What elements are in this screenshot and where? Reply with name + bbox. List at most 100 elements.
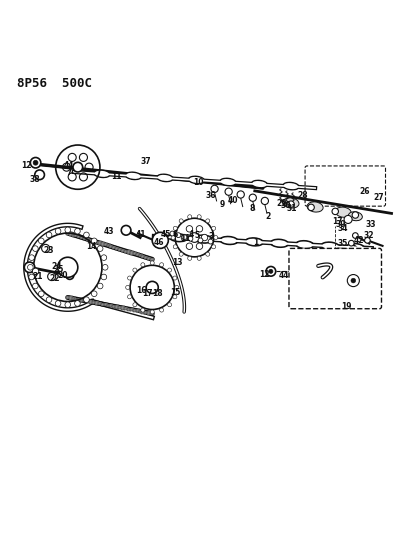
Text: 4: 4 <box>189 230 194 239</box>
Circle shape <box>332 208 339 215</box>
Circle shape <box>128 295 132 299</box>
Circle shape <box>146 281 158 294</box>
Bar <box>80 236 84 239</box>
Circle shape <box>84 232 89 238</box>
Bar <box>112 305 116 308</box>
Circle shape <box>65 227 70 233</box>
Circle shape <box>352 212 358 218</box>
Circle shape <box>141 263 145 266</box>
Text: 36: 36 <box>205 191 216 200</box>
Circle shape <box>160 308 164 312</box>
FancyBboxPatch shape <box>289 248 382 309</box>
Ellipse shape <box>271 239 288 247</box>
Circle shape <box>186 225 193 232</box>
Bar <box>121 306 125 310</box>
Bar <box>147 257 151 260</box>
Bar <box>66 231 70 235</box>
Circle shape <box>261 197 269 205</box>
Circle shape <box>176 233 181 238</box>
Bar <box>80 298 84 302</box>
Ellipse shape <box>348 212 362 221</box>
Text: 38: 38 <box>29 175 40 184</box>
Ellipse shape <box>222 238 236 243</box>
Circle shape <box>225 188 232 195</box>
Bar <box>77 298 81 301</box>
Bar <box>72 297 76 300</box>
Circle shape <box>206 252 210 256</box>
Bar <box>136 309 140 312</box>
Circle shape <box>188 236 193 241</box>
Circle shape <box>128 276 132 280</box>
Circle shape <box>97 283 103 289</box>
Ellipse shape <box>335 207 351 217</box>
Circle shape <box>308 204 314 211</box>
Circle shape <box>66 271 74 279</box>
Circle shape <box>186 243 193 249</box>
Text: 31: 31 <box>287 204 297 213</box>
Circle shape <box>133 268 137 272</box>
Circle shape <box>196 225 202 232</box>
Text: 8: 8 <box>249 204 255 213</box>
Circle shape <box>208 239 213 244</box>
Ellipse shape <box>346 244 364 252</box>
Circle shape <box>171 236 175 239</box>
Text: 44: 44 <box>279 271 289 280</box>
Ellipse shape <box>283 198 299 208</box>
Circle shape <box>190 233 199 243</box>
Text: 16: 16 <box>136 286 147 295</box>
Circle shape <box>150 261 154 265</box>
Bar <box>141 255 145 258</box>
Text: 40: 40 <box>228 196 238 205</box>
Text: 12: 12 <box>21 160 32 169</box>
Text: 3: 3 <box>209 232 214 241</box>
Ellipse shape <box>171 235 185 240</box>
Text: 12: 12 <box>260 270 270 279</box>
Ellipse shape <box>195 235 213 243</box>
Text: 8P56  500C: 8P56 500C <box>17 77 92 91</box>
Circle shape <box>24 262 35 272</box>
Bar <box>107 244 111 247</box>
Text: 28: 28 <box>297 191 307 200</box>
Text: 45: 45 <box>160 230 171 239</box>
Circle shape <box>197 215 201 219</box>
Bar <box>118 248 122 251</box>
Circle shape <box>75 301 80 306</box>
Circle shape <box>237 191 244 198</box>
Circle shape <box>38 238 44 244</box>
Circle shape <box>29 274 34 280</box>
Ellipse shape <box>252 180 267 188</box>
Bar <box>130 308 134 311</box>
Bar <box>112 246 116 249</box>
Circle shape <box>269 269 273 273</box>
Bar <box>95 240 99 244</box>
Circle shape <box>152 232 168 248</box>
Bar <box>98 241 102 245</box>
Text: 27: 27 <box>373 193 384 202</box>
Bar <box>107 304 111 307</box>
Bar <box>109 245 113 248</box>
Circle shape <box>206 219 210 223</box>
Circle shape <box>28 264 33 270</box>
Circle shape <box>196 243 202 249</box>
Bar <box>115 247 119 250</box>
Ellipse shape <box>283 182 299 190</box>
Circle shape <box>212 245 216 249</box>
Circle shape <box>168 303 172 307</box>
Bar <box>83 237 87 240</box>
Text: 13: 13 <box>172 258 182 267</box>
Text: 32: 32 <box>363 231 374 240</box>
Circle shape <box>201 235 208 241</box>
Ellipse shape <box>96 172 109 176</box>
Bar <box>86 300 90 303</box>
Bar <box>130 252 134 255</box>
Text: 6: 6 <box>173 230 178 239</box>
Ellipse shape <box>348 245 362 250</box>
Ellipse shape <box>158 175 171 180</box>
Bar <box>89 300 93 303</box>
Text: 7: 7 <box>66 168 72 177</box>
Bar <box>95 301 99 305</box>
Circle shape <box>48 272 56 280</box>
Bar <box>124 307 128 310</box>
Bar <box>75 297 79 301</box>
Circle shape <box>197 256 201 260</box>
